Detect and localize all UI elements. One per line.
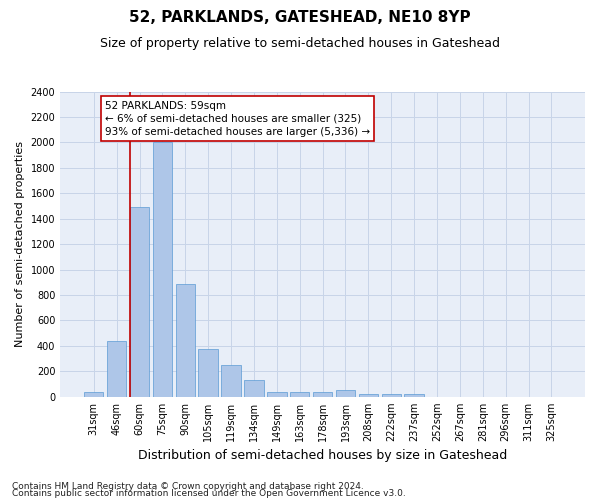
Bar: [313, 392, 332, 397]
Bar: [107, 341, 127, 397]
Text: 52, PARKLANDS, GATESHEAD, NE10 8YP: 52, PARKLANDS, GATESHEAD, NE10 8YP: [129, 10, 471, 25]
Bar: [359, 394, 378, 397]
Text: 52 PARKLANDS: 59sqm
← 6% of semi-detached houses are smaller (325)
93% of semi-d: 52 PARKLANDS: 59sqm ← 6% of semi-detache…: [105, 100, 370, 137]
Bar: [152, 142, 172, 397]
Text: Size of property relative to semi-detached houses in Gateshead: Size of property relative to semi-detach…: [100, 38, 500, 51]
Bar: [267, 392, 287, 397]
Bar: [404, 394, 424, 397]
Bar: [84, 392, 103, 397]
Bar: [382, 394, 401, 397]
Bar: [130, 208, 149, 397]
Bar: [336, 390, 355, 397]
Bar: [290, 392, 310, 397]
Y-axis label: Number of semi-detached properties: Number of semi-detached properties: [15, 141, 25, 347]
Bar: [176, 284, 195, 397]
X-axis label: Distribution of semi-detached houses by size in Gateshead: Distribution of semi-detached houses by …: [138, 450, 507, 462]
Text: Contains HM Land Registry data © Crown copyright and database right 2024.: Contains HM Land Registry data © Crown c…: [12, 482, 364, 491]
Bar: [244, 380, 263, 397]
Bar: [199, 349, 218, 397]
Text: Contains public sector information licensed under the Open Government Licence v3: Contains public sector information licen…: [12, 490, 406, 498]
Bar: [221, 365, 241, 397]
